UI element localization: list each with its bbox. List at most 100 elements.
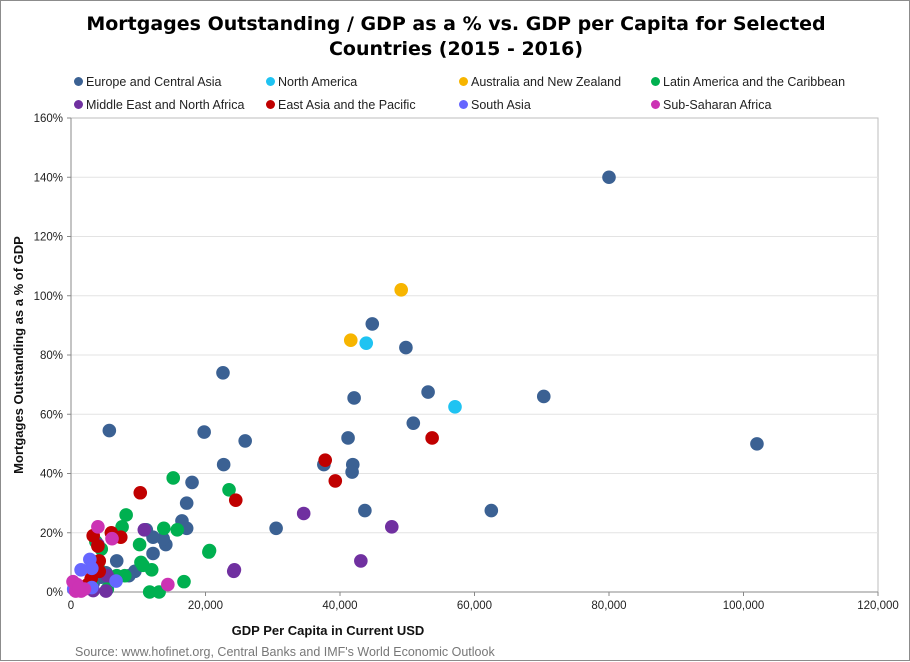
data-point [74, 562, 88, 577]
y-axis-ticks: 0% 20% 40% 60% 80% 100% 120% 140% 160% [34, 113, 72, 599]
data-point [345, 465, 359, 479]
legend-item: Europe and Central Asia [74, 75, 222, 89]
data-point [269, 521, 283, 536]
data-point [99, 584, 113, 598]
legend-label: Middle East and North Africa [86, 98, 244, 112]
x-axis-title: GDP Per Capita in Current USD [232, 623, 425, 638]
legend-marker [74, 77, 83, 86]
data-point [448, 400, 462, 414]
data-point [146, 546, 160, 561]
x-tick-label: 0 [68, 600, 74, 612]
y-tick-label: 100% [34, 291, 63, 303]
data-point [341, 431, 355, 445]
data-point [105, 531, 119, 546]
data-point [132, 537, 147, 552]
data-point [157, 521, 171, 536]
data-point [347, 391, 361, 405]
series-2 [343, 283, 408, 347]
data-point [406, 416, 421, 430]
legend-marker [651, 77, 660, 86]
data-point [109, 554, 124, 568]
legend: Europe and Central Asia North America Aust… [74, 75, 845, 112]
data-point [296, 506, 311, 521]
series-1 [359, 336, 462, 414]
legend-item: East Asia and the Pacific [266, 98, 416, 112]
legend-marker [459, 77, 468, 86]
data-point [227, 562, 242, 577]
data-point [136, 558, 150, 573]
y-tick-label: 0% [46, 587, 63, 599]
legend-item: Latin America and the Caribbean [651, 75, 845, 89]
y-tick-label: 80% [40, 350, 63, 362]
data-point [197, 425, 211, 439]
legend-label: East Asia and the Pacific [278, 98, 416, 112]
x-tick-label: 40,000 [322, 600, 357, 612]
legend-item: South Asia [459, 98, 531, 112]
data-point [421, 385, 435, 399]
data-point [142, 585, 157, 599]
data-point [750, 437, 764, 451]
data-points [66, 170, 764, 599]
series-7 [66, 520, 175, 598]
chart-title-line-1: Mortgages Outstanding / GDP as a % vs. G… [86, 13, 825, 35]
data-point [185, 475, 199, 490]
data-point [384, 520, 399, 534]
y-tick-label: 20% [40, 528, 63, 540]
data-point [359, 336, 374, 350]
data-point [216, 365, 230, 380]
data-point [365, 317, 380, 331]
source-note: Source: www.hofinet.org, Central Banks a… [75, 645, 495, 659]
legend-label: Sub-Saharan Africa [663, 98, 771, 112]
data-point [222, 482, 236, 497]
data-point [343, 333, 358, 347]
data-point [133, 485, 148, 500]
data-point [394, 283, 408, 297]
gridlines [71, 176, 878, 534]
data-point [228, 493, 243, 507]
data-point [91, 539, 105, 553]
legend-label: South Asia [471, 98, 531, 112]
data-point [102, 423, 117, 438]
legend-marker [266, 77, 275, 86]
chart-title-line-2: Countries (2015 - 2016) [329, 38, 583, 60]
x-tick-label: 100,000 [723, 600, 765, 612]
legend-marker [651, 100, 660, 109]
x-tick-label: 120,000 [857, 600, 899, 612]
y-tick-label: 60% [40, 409, 63, 421]
legend-item: North America [266, 75, 357, 89]
legend-label: Europe and Central Asia [86, 75, 222, 89]
data-point [328, 474, 343, 488]
x-axis-ticks: 0 20,000 40,000 60,000 80,000 100,000 120,000 [68, 591, 899, 612]
data-point [85, 561, 99, 576]
data-point [115, 520, 129, 534]
legend-marker [459, 100, 468, 109]
data-point [425, 431, 439, 445]
data-point [166, 471, 181, 485]
data-point [536, 389, 551, 404]
x-tick-label: 20,000 [188, 600, 223, 612]
y-tick-label: 40% [40, 469, 63, 481]
data-point [484, 503, 499, 518]
data-point [318, 453, 333, 467]
data-point [358, 503, 372, 518]
data-point [170, 522, 185, 537]
y-tick-label: 140% [34, 172, 63, 184]
legend-item: Sub-Saharan Africa [651, 98, 771, 112]
data-point [202, 543, 217, 558]
data-point [91, 520, 105, 534]
data-point [161, 577, 175, 592]
data-point [137, 522, 152, 537]
data-point [602, 170, 616, 185]
data-point [354, 554, 368, 568]
data-point [72, 580, 86, 595]
legend-marker [74, 100, 83, 109]
y-axis-title: Mortgages Outstanding as a % of GDP [11, 236, 26, 474]
data-point [216, 457, 231, 472]
legend-label: Australia and New Zealand [471, 75, 621, 89]
data-point [177, 574, 191, 589]
data-point [399, 340, 413, 355]
legend-item: Australia and New Zealand [459, 75, 621, 89]
y-tick-label: 120% [34, 232, 63, 244]
